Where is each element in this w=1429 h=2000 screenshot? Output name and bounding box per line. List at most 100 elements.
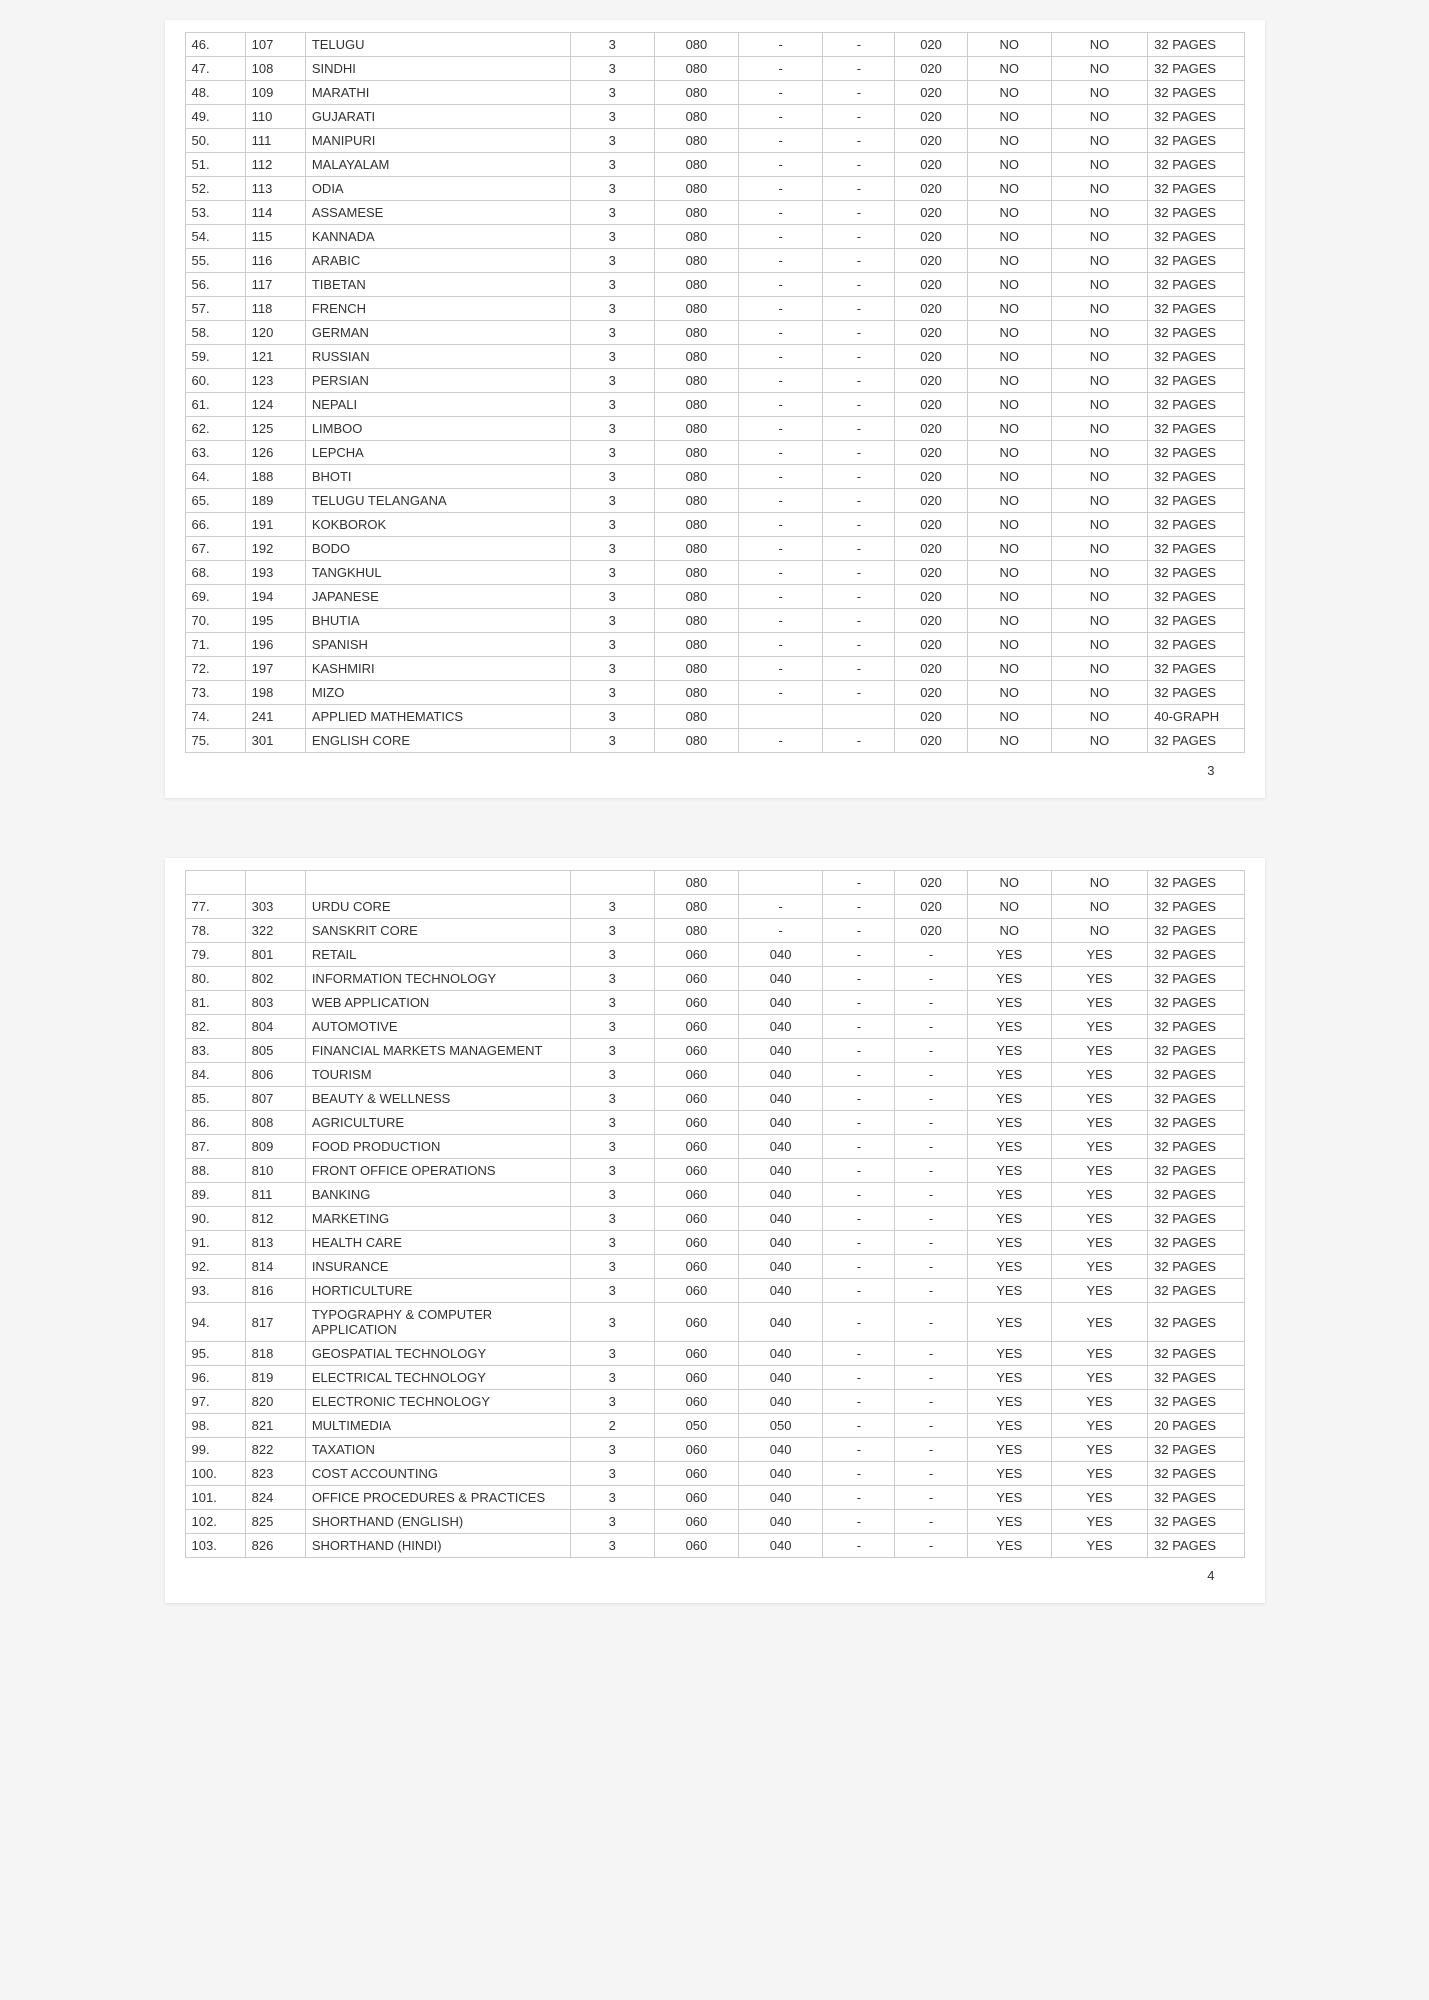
cell-c10: 32 PAGES (1148, 273, 1244, 297)
cell-c6: - (823, 513, 895, 537)
cell-c6: - (823, 1159, 895, 1183)
cell-c9: YES (1051, 1438, 1147, 1462)
cell-c5: 040 (739, 1039, 823, 1063)
cell-name: AGRICULTURE (305, 1111, 570, 1135)
cell-name: SANSKRIT CORE (305, 919, 570, 943)
cell-c3: 3 (570, 489, 654, 513)
cell-c10: 32 PAGES (1148, 57, 1244, 81)
cell-c7: - (895, 1462, 967, 1486)
table-row: 83.805FINANCIAL MARKETS MANAGEMENT306004… (185, 1039, 1244, 1063)
cell-c4: 080 (654, 225, 738, 249)
cell-c3: 3 (570, 1486, 654, 1510)
cell-c5: - (739, 609, 823, 633)
cell-c6: - (823, 249, 895, 273)
cell-c7: 020 (895, 249, 967, 273)
cell-c8: YES (967, 1438, 1051, 1462)
cell-c4: 080 (654, 177, 738, 201)
cell-code: 116 (245, 249, 305, 273)
cell-c3: 3 (570, 225, 654, 249)
cell-c6: - (823, 561, 895, 585)
cell-c7: 020 (895, 489, 967, 513)
cell-c5: - (739, 273, 823, 297)
cell-c3: 3 (570, 1462, 654, 1486)
cell-name: MALAYALAM (305, 153, 570, 177)
cell-sr: 57. (185, 297, 245, 321)
cell-c4: 080 (654, 657, 738, 681)
cell-c6: - (823, 1342, 895, 1366)
cell-c8: NO (967, 33, 1051, 57)
cell-c9: YES (1051, 1207, 1147, 1231)
page-number-1: 3 (185, 753, 1245, 778)
cell-c6: - (823, 1087, 895, 1111)
cell-sr: 49. (185, 105, 245, 129)
cell-c6: - (823, 417, 895, 441)
cell-c10: 32 PAGES (1148, 417, 1244, 441)
cell-name: SPANISH (305, 633, 570, 657)
cell-c7: 020 (895, 609, 967, 633)
cell-sr: 98. (185, 1414, 245, 1438)
table-row: 55.116ARABIC3080--020NONO32 PAGES (185, 249, 1244, 273)
cell-c4: 080 (654, 729, 738, 753)
cell-code: 111 (245, 129, 305, 153)
cell-c6: - (823, 273, 895, 297)
cell-name: COST ACCOUNTING (305, 1462, 570, 1486)
cell-c4: 080 (654, 919, 738, 943)
cell-c4: 080 (654, 681, 738, 705)
cell-c8: NO (967, 345, 1051, 369)
cell-c7: 020 (895, 585, 967, 609)
cell-c8: YES (967, 967, 1051, 991)
cell-name: MULTIMEDIA (305, 1414, 570, 1438)
cell-c7: 020 (895, 681, 967, 705)
cell-c5: 040 (739, 1366, 823, 1390)
cell-c7: 020 (895, 81, 967, 105)
cell-c3: 3 (570, 561, 654, 585)
cell-c9: YES (1051, 1390, 1147, 1414)
cell-sr: 64. (185, 465, 245, 489)
cell-c3: 3 (570, 729, 654, 753)
cell-c8: NO (967, 129, 1051, 153)
cell-c10: 32 PAGES (1148, 943, 1244, 967)
cell-c9: NO (1051, 537, 1147, 561)
cell-sr: 81. (185, 991, 245, 1015)
table-body-1: 46.107TELUGU3080--020NONO32 PAGES47.108S… (185, 33, 1244, 753)
cell-c3: 3 (570, 249, 654, 273)
table-row: 79.801RETAIL3060040--YESYES32 PAGES (185, 943, 1244, 967)
cell-c6: - (823, 657, 895, 681)
cell-c3: 3 (570, 991, 654, 1015)
cell-c6: - (823, 1510, 895, 1534)
table-row: 080-020NONO32 PAGES (185, 871, 1244, 895)
cell-sr: 93. (185, 1279, 245, 1303)
cell-c8: YES (967, 1135, 1051, 1159)
table-row: 91.813HEALTH CARE3060040--YESYES32 PAGES (185, 1231, 1244, 1255)
cell-code: 108 (245, 57, 305, 81)
cell-c5: - (739, 369, 823, 393)
cell-c7: - (895, 991, 967, 1015)
cell-sr: 72. (185, 657, 245, 681)
cell-c10: 32 PAGES (1148, 81, 1244, 105)
cell-c9: YES (1051, 1039, 1147, 1063)
table-row: 94.817TYPOGRAPHY & COMPUTER APPLICATION3… (185, 1303, 1244, 1342)
cell-c10: 32 PAGES (1148, 1462, 1244, 1486)
cell-name: MIZO (305, 681, 570, 705)
cell-c8: YES (967, 1486, 1051, 1510)
cell-c8: NO (967, 249, 1051, 273)
cell-c4: 080 (654, 129, 738, 153)
cell-code: 821 (245, 1414, 305, 1438)
cell-c9: NO (1051, 177, 1147, 201)
cell-c10: 32 PAGES (1148, 895, 1244, 919)
cell-c9: YES (1051, 943, 1147, 967)
cell-c8: NO (967, 705, 1051, 729)
cell-c6: - (823, 57, 895, 81)
cell-c4: 060 (654, 1303, 738, 1342)
cell-c5: 050 (739, 1414, 823, 1438)
cell-sr: 71. (185, 633, 245, 657)
cell-c9: YES (1051, 967, 1147, 991)
cell-c9: YES (1051, 1510, 1147, 1534)
cell-c7: 020 (895, 537, 967, 561)
cell-c5: - (739, 201, 823, 225)
cell-c7: - (895, 1438, 967, 1462)
cell-name: PERSIAN (305, 369, 570, 393)
cell-c7: - (895, 1231, 967, 1255)
cell-c6: - (823, 943, 895, 967)
table-row: 84.806TOURISM3060040--YESYES32 PAGES (185, 1063, 1244, 1087)
